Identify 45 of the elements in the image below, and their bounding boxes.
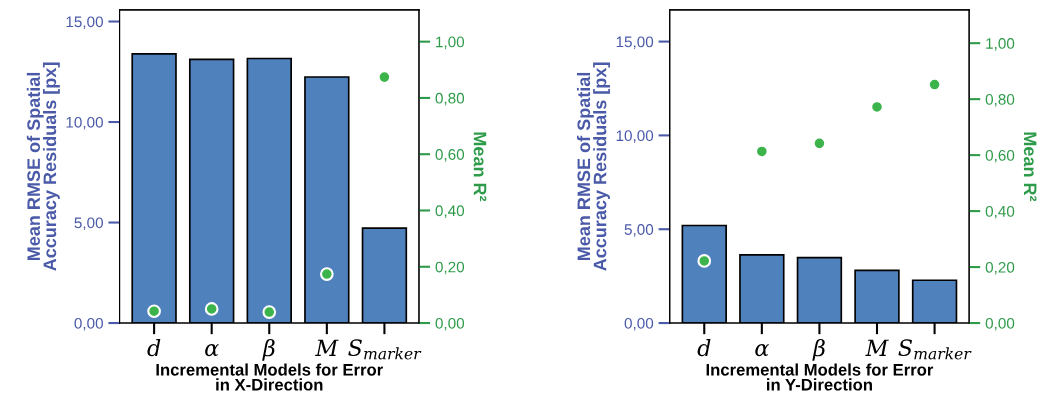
x-tick-label: β [812,339,825,361]
x-tick-label: α [205,344,219,357]
y2-tick-label: 0,40 [985,205,1015,219]
y-tick-label: 10,00 [66,116,103,130]
y-tick-label: 15,00 [616,36,654,50]
y-axis-title: Mean RMSE of Spatial Accuracy Residuals [px] [576,62,610,271]
point [319,267,334,281]
point [927,77,942,92]
point [870,100,884,114]
y2-tick-label: 0,60 [985,149,1015,163]
y2-axis-title: Mean R² [473,132,487,202]
point [147,304,161,319]
y2-tick-label: 0,80 [985,94,1015,107]
y-tick-label: 10,00 [616,130,654,143]
y-tick-label: 5,00 [74,217,103,231]
y2-tick-label: 0,80 [435,92,465,106]
y2-tick-label: 0,00 [985,317,1015,331]
y2-tick-label: 1,00 [436,36,465,50]
x-tick-label: S$_{marker}$ [898,339,972,360]
x-tick-label: M [865,339,889,356]
y2-tick-label: 0,40 [435,205,465,218]
y2-axis-title: Mean R² [1023,132,1037,202]
y-tick-label: 5,00 [624,224,654,237]
y2-tick-label: 0,60 [435,149,465,162]
x-tick-label: d [147,339,161,357]
x-tick-label: d [697,339,711,357]
x-tick-label: β [262,339,275,361]
point [812,136,827,151]
point [697,254,712,268]
point [377,70,392,84]
y-tick-label: 15,00 [66,16,103,30]
y2-tick-label: 1,00 [986,38,1015,51]
point [262,305,277,319]
y-tick-label: 0,00 [624,317,654,331]
y2-tick-label: 0,00 [435,317,465,331]
y-tick-label: 0,00 [74,317,103,331]
x-axis-title: Incremental Models for Error in X-Direction [156,363,383,391]
x-tick-label: S$_{marker}$ [348,339,422,360]
x-axis-title: Incremental Models for Error in Y-Direction [706,363,934,391]
point [204,302,219,316]
x-tick-label: α [755,344,769,357]
x-tick-label: M [315,339,339,356]
y2-tick-label: 0,20 [985,261,1015,275]
y-axis-title: Mean RMSE of Spatial Accuracy Residuals [px] [26,62,60,271]
y2-tick-label: 0,20 [435,261,465,275]
